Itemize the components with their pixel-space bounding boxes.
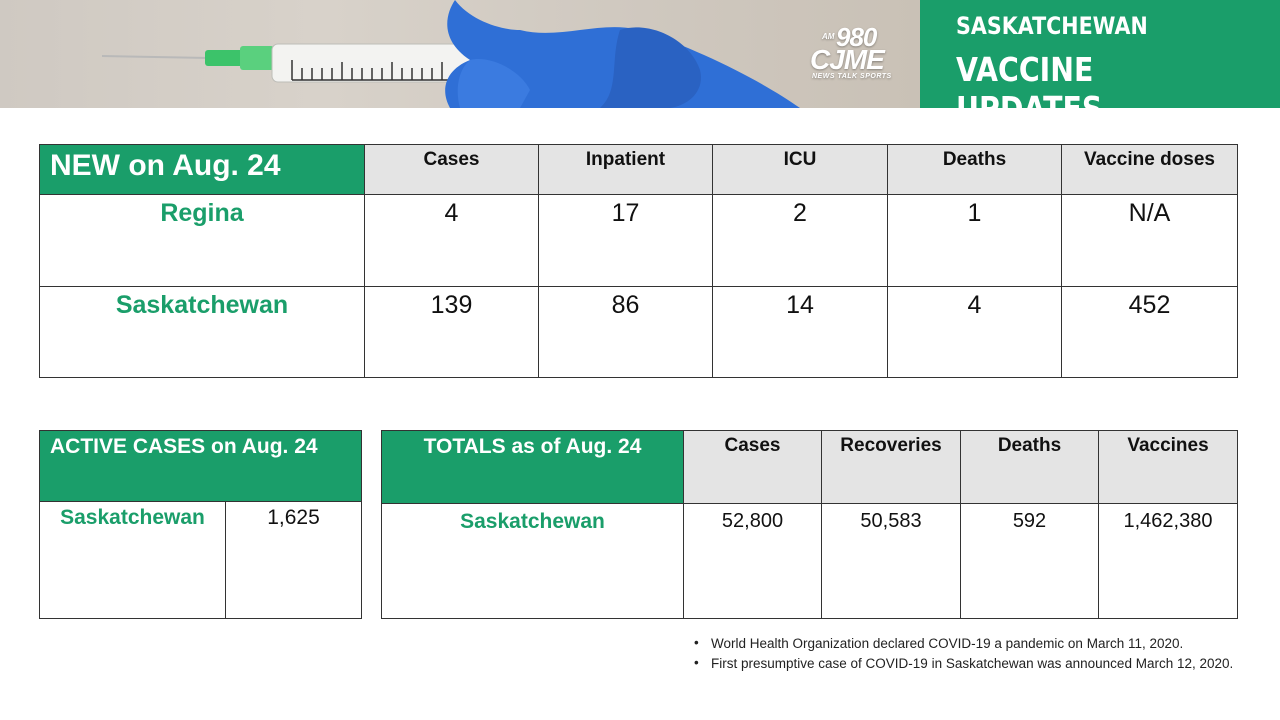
totals-table: TOTALS as of Aug. 24 Cases Recoveries De… [381,430,1238,619]
totals-recoveries: 50,583 [821,503,961,619]
sask-deaths: 4 [887,286,1062,378]
active-row-label: Saskatchewan [39,501,226,619]
logo-tagline: NEWS TALK SPORTS [812,73,892,80]
footnote-item: First presumptive case of COVID-19 in Sa… [692,653,1240,673]
logo-call-letters: CJME [810,44,885,75]
totals-header-vaccines: Vaccines [1098,430,1238,504]
glove-icon [445,0,800,108]
totals-header-recoveries: Recoveries [821,430,961,504]
sask-cases: 139 [364,286,539,378]
table-row: Saskatchewan 52,800 50,583 592 1,462,380 [381,503,1238,619]
logo-frequency: 980 [836,22,877,52]
active-cases-table: ACTIVE CASES on Aug. 24 Saskatchewan 1,6… [39,430,362,619]
logo-am: AM [822,32,835,41]
totals-deaths: 592 [960,503,1099,619]
banner-title-line2: VACCINE UPDATES [956,50,1103,128]
totals-vaccines: 1,462,380 [1098,503,1238,619]
header-cases: Cases [364,144,539,195]
regina-vaccine-doses: N/A [1061,194,1238,287]
banner-title-panel: SASKATCHEWAN VACCINE UPDATES [920,0,1280,128]
active-cases-value: 1,625 [225,501,362,619]
totals-row-label: Saskatchewan [381,503,684,619]
sask-inpatient: 86 [538,286,713,378]
cjme-logo: AM 980 CJME NEWS TALK SPORTS [806,22,910,84]
totals-cases: 52,800 [683,503,822,619]
active-table-title: ACTIVE CASES on Aug. 24 [39,430,362,502]
table-row: Regina 4 17 2 1 N/A [39,194,1238,287]
totals-header-deaths: Deaths [960,430,1099,504]
sask-icu: 14 [712,286,888,378]
regina-inpatient: 17 [538,194,713,287]
totals-table-title: TOTALS as of Aug. 24 [381,430,684,504]
sask-vaccine-doses: 452 [1061,286,1238,378]
table-row: Saskatchewan 139 86 14 4 452 [39,286,1238,378]
regina-deaths: 1 [887,194,1062,287]
header-banner: AM 980 CJME NEWS TALK SPORTS SASKATCHEWA… [0,0,1280,128]
footnote-item: World Health Organization declared COVID… [692,633,1240,653]
header-icu: ICU [712,144,888,195]
regina-cases: 4 [364,194,539,287]
syringe-icon [101,0,800,108]
footnotes: World Health Organization declared COVID… [692,633,1240,674]
new-table-title: NEW on Aug. 24 [39,144,365,195]
row-label-regina: Regina [39,194,365,287]
regina-icu: 2 [712,194,888,287]
row-label-saskatchewan: Saskatchewan [39,286,365,378]
banner-photo [0,0,920,108]
header-deaths: Deaths [887,144,1062,195]
banner-title-line1: SASKATCHEWAN [956,12,1148,40]
new-cases-table: NEW on Aug. 24 Cases Inpatient ICU Death… [39,144,1238,378]
totals-header-cases: Cases [683,430,822,504]
header-inpatient: Inpatient [538,144,713,195]
table-row: Saskatchewan 1,625 [39,501,362,619]
header-vaccine-doses: Vaccine doses [1061,144,1238,195]
